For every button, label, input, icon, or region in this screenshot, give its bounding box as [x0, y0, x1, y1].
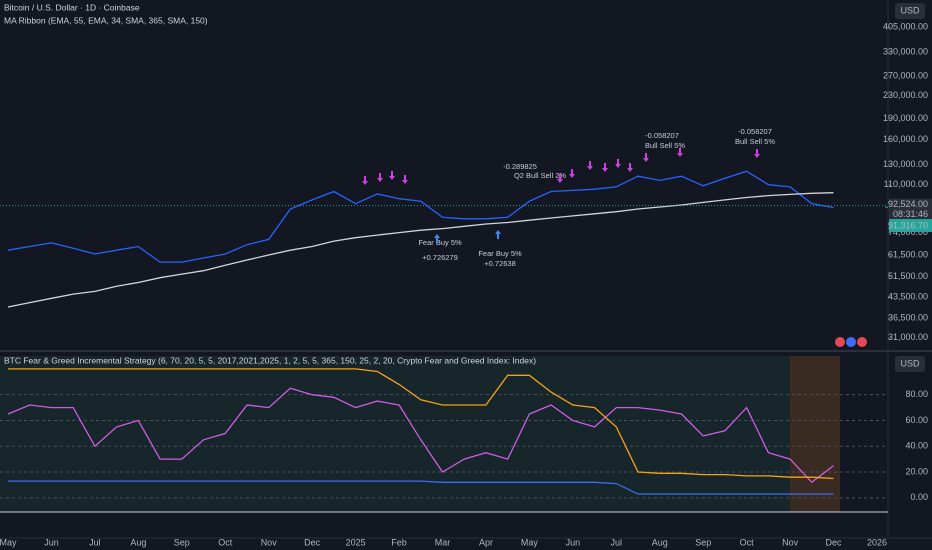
- sell-arrow: [377, 173, 383, 182]
- symbol-title: Bitcoin / U.S. Dollar · 1D · Coinbase: [4, 2, 140, 12]
- sell-arrow: [362, 176, 368, 185]
- annotation: Q2 Bull Sell 2%: [514, 171, 566, 180]
- sell-arrow: [602, 163, 608, 172]
- price-label: 92,524.00: [888, 199, 928, 209]
- indicator-title: MA Ribbon (EMA, 55, EMA, 34, SMA, 365, S…: [4, 15, 208, 25]
- x-tick-label: 2025: [346, 537, 366, 547]
- y-tick-label: 20.00: [905, 466, 928, 476]
- x-tick-label: Dec: [304, 537, 321, 547]
- y-tick-label: 60.00: [905, 415, 928, 425]
- y-tick-label: 74,000.00: [888, 227, 928, 237]
- price-label: 91,316.70: [888, 220, 928, 230]
- series-line: [8, 368, 834, 480]
- sell-arrow: [389, 171, 395, 180]
- x-tick-label: May: [521, 537, 539, 547]
- y-tick-label: 110,000.00: [884, 179, 928, 189]
- x-tick-label: Nov: [261, 537, 278, 547]
- sell-arrow: [402, 175, 408, 184]
- annotation: Bull Sell 5%: [645, 141, 685, 150]
- icon: [857, 337, 867, 347]
- price-box: [889, 198, 932, 221]
- y-tick-label: 40.00: [905, 441, 928, 451]
- x-tick-label: Nov: [782, 537, 799, 547]
- y-tick-label: 31,000.00: [888, 332, 928, 342]
- sell-arrow: [569, 169, 575, 178]
- x-tick-label: Aug: [652, 537, 668, 547]
- series-line: [7, 192, 834, 308]
- x-tick-label: May: [0, 537, 17, 547]
- y-tick-label: 80.00: [905, 389, 928, 399]
- x-tick-label: 2026: [867, 537, 887, 547]
- icon: [846, 337, 856, 347]
- sell-arrow: [627, 163, 633, 172]
- annotation: -0.058207: [645, 131, 679, 140]
- sell-arrow: [615, 159, 621, 168]
- annotation: -0.289825: [503, 162, 537, 171]
- x-tick-label: Sep: [695, 537, 711, 547]
- x-tick-label: Oct: [740, 537, 755, 547]
- strategy-title: BTC Fear & Greed Incremental Strategy (6…: [4, 355, 536, 365]
- x-tick-label: Aug: [130, 537, 146, 547]
- annotation: +0.726279: [422, 253, 458, 262]
- y-tick-label: 230,000.00: [883, 90, 928, 100]
- price-box: [889, 219, 932, 232]
- sell-arrow: [643, 153, 649, 162]
- y-tick-label: 190,000.00: [883, 113, 928, 123]
- x-tick-label: Feb: [391, 537, 407, 547]
- x-tick-label: Jun: [44, 537, 59, 547]
- sell-arrow: [557, 174, 563, 183]
- y-tick-label: 130,000.00: [883, 159, 928, 169]
- buy-arrow: [434, 234, 440, 243]
- y-tick-label: 405,000.00: [883, 22, 928, 32]
- zone-highlight: [790, 356, 840, 512]
- x-tick-label: Oct: [218, 537, 233, 547]
- currency[interactable]: USD: [900, 5, 920, 15]
- currency-button[interactable]: [895, 356, 925, 372]
- x-tick-label: Sep: [174, 537, 190, 547]
- series-line: [7, 387, 834, 484]
- x-tick-label: Jun: [566, 537, 581, 547]
- icon: [835, 337, 845, 347]
- y-tick-label: 51,500.00: [888, 271, 928, 281]
- y-tick-label: 43,500.00: [888, 291, 928, 301]
- series-line: [7, 170, 834, 263]
- annotation: Fear Buy 5%: [418, 238, 462, 247]
- annotation: Bull Sell 5%: [735, 137, 775, 146]
- y-tick-label: 61,500.00: [888, 249, 928, 259]
- sell-arrow: [587, 161, 593, 170]
- y-tick-label: 330,000.00: [883, 46, 928, 56]
- sell-arrow: [754, 149, 760, 158]
- x-tick-label: Dec: [826, 537, 843, 547]
- annotation: +0.72638: [484, 259, 516, 268]
- currency[interactable]: USD: [900, 358, 920, 368]
- y-tick-label: 36,500.00: [888, 312, 928, 322]
- sell-arrow: [677, 148, 683, 157]
- y-tick-label: 0.00: [910, 492, 928, 502]
- buy-arrow: [495, 230, 501, 239]
- indicator-icons: [835, 337, 867, 347]
- annotation: Fear Buy 5%: [478, 249, 522, 258]
- currency-button[interactable]: [895, 3, 925, 19]
- series-line: [8, 480, 834, 495]
- x-tick-label: Jul: [89, 537, 101, 547]
- annotation: -0.058207: [738, 127, 772, 136]
- y-tick-label: 160,000.00: [883, 134, 928, 144]
- countdown: 08:31:46: [893, 209, 928, 219]
- y-tick-label: 270,000.00: [883, 71, 928, 81]
- x-tick-label: Apr: [479, 537, 493, 547]
- zone-background: [0, 356, 790, 512]
- x-tick-label: Jul: [611, 537, 623, 547]
- x-tick-label: Mar: [435, 537, 451, 547]
